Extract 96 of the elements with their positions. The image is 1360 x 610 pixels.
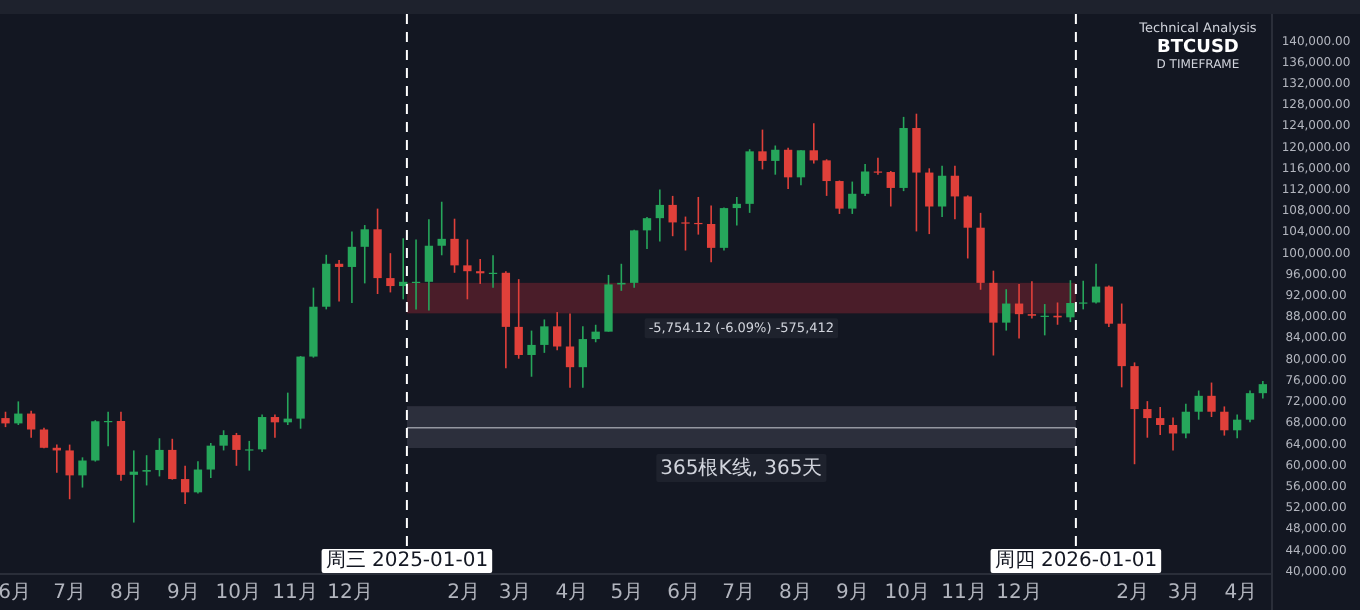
candlestick [257, 413, 267, 453]
candlestick [1181, 402, 1191, 440]
candlestick [860, 163, 870, 197]
candlestick [91, 419, 100, 463]
candlestick [270, 413, 280, 439]
x-tick-label: 6月 [0, 582, 32, 604]
candlestick [245, 440, 254, 472]
candlestick [180, 465, 190, 505]
candlestick [655, 188, 664, 243]
candlestick [642, 216, 652, 250]
candlestick [963, 194, 972, 260]
candlestick [1130, 361, 1139, 466]
x-tick-label: 5月 [610, 582, 644, 604]
candlestick [78, 456, 87, 489]
candlestick [565, 312, 575, 389]
candlestick [1156, 406, 1165, 436]
candlestick [681, 215, 690, 252]
x-tick-label: 8月 [110, 582, 143, 604]
x-tick-label: 3月 [1167, 582, 1201, 604]
candlestick [142, 454, 151, 487]
candlestick [835, 179, 844, 215]
candlestick [1002, 288, 1011, 332]
candlestick [1194, 389, 1203, 421]
candlestick [527, 329, 536, 378]
candlestick [1104, 284, 1114, 328]
x-tick-label: 2月 [1116, 582, 1150, 604]
candlestick [1168, 416, 1178, 452]
candlestick [1207, 381, 1216, 418]
x-tick-label: 2月 [447, 582, 481, 604]
candlestick [886, 170, 895, 208]
x-tick-label: 8月 [779, 582, 812, 604]
candlestick [540, 318, 549, 354]
candlestick [437, 200, 446, 257]
x-tick-label: 3月 [498, 582, 532, 604]
ref-line-label: 周三 2025-01-01 [325, 550, 489, 572]
x-tick-label: 11月 [941, 582, 987, 604]
x-tick-label: 12月 [996, 582, 1042, 604]
candlestick [771, 144, 780, 176]
candlestick [912, 112, 921, 233]
candlestick [347, 230, 357, 304]
x-tick-label: 9月 [835, 582, 869, 604]
candlestick [989, 269, 998, 357]
candlestick [1220, 405, 1229, 437]
x-tick-label: 10月 [215, 582, 262, 604]
annotation: 365根K线, 365天 [660, 456, 823, 480]
x-tick-label: 11月 [272, 582, 318, 604]
candlestick [386, 252, 395, 294]
candlestick [809, 122, 818, 165]
candlestick [424, 218, 434, 312]
candlestick [732, 196, 741, 227]
candlestick [168, 437, 177, 481]
candlestick [1245, 389, 1255, 424]
candlestick [360, 224, 369, 285]
candlestick [193, 460, 203, 495]
text: BTCUSD [1157, 38, 1239, 58]
candlestick [1233, 413, 1242, 440]
candlestick [514, 278, 523, 360]
candlestick [26, 409, 36, 439]
candlestick [206, 442, 215, 479]
candlestick [450, 217, 459, 274]
x-tick-label: 4月 [555, 582, 589, 604]
candlestick [1143, 400, 1152, 439]
candlestick [1014, 283, 1024, 340]
candlestick [706, 204, 716, 263]
candlestick [219, 429, 228, 452]
candlestick [604, 274, 613, 333]
candlestick [155, 437, 164, 478]
x-tick-label: 12月 [327, 582, 373, 604]
x-tick-label: 10月 [884, 582, 930, 604]
candlestick [822, 158, 831, 197]
x-tick-label: 7月 [53, 582, 87, 604]
candlestick [232, 432, 241, 467]
candlestick [1091, 262, 1101, 305]
candlestick [937, 164, 947, 218]
candlestick [950, 164, 960, 221]
candlestick [553, 311, 562, 352]
x-tick-label: 9月 [166, 582, 200, 604]
candlestick [668, 195, 677, 237]
x-tick-label: 4月 [1224, 582, 1258, 604]
candlestick [719, 206, 729, 252]
candlestick [578, 325, 588, 389]
candlestick [925, 167, 934, 235]
candlestick [1117, 302, 1126, 389]
candlestick [1066, 279, 1075, 323]
candlestick [463, 238, 472, 301]
candlestick [65, 443, 74, 501]
candlestick [783, 146, 793, 190]
candlestick [848, 180, 857, 215]
candlestick [758, 128, 767, 171]
ref-line-label: 周四 2026-01-01 [994, 550, 1158, 572]
candlestick [1027, 280, 1037, 320]
x-tick-label: 7月 [722, 582, 756, 604]
candlestick [1079, 279, 1088, 311]
x-tick-label: 6月 [667, 582, 701, 604]
candlestick [796, 149, 806, 187]
candlestick [322, 253, 331, 311]
